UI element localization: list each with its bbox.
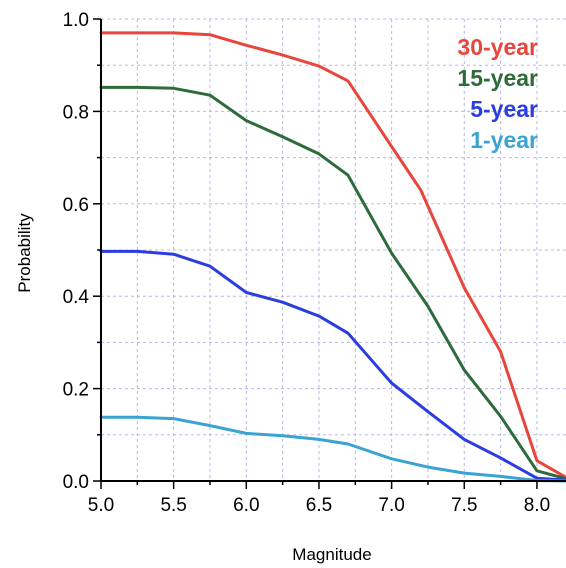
x-tick-label: 8.0 xyxy=(524,495,550,516)
x-tick-labels: 5.0 5.5 6.0 6.5 7.0 7.5 8.0 xyxy=(88,495,550,516)
y-tick-label: 0.4 xyxy=(63,287,90,308)
series-line-30-year xyxy=(99,31,566,479)
y-tick-labels: 0.0 0.2 0.4 0.6 0.8 1.0 xyxy=(63,10,90,493)
x-tick-label: 5.0 xyxy=(88,495,114,516)
legend-entry-1-year: 1-year xyxy=(470,127,538,153)
x-tick-label: 7.0 xyxy=(378,495,404,516)
x-tick-label: 7.5 xyxy=(451,495,477,516)
y-tick-label: 1.0 xyxy=(63,10,89,31)
series-line-15-year xyxy=(99,85,566,481)
y-tick-label: 0.6 xyxy=(63,195,89,216)
x-tick-label: 5.5 xyxy=(160,495,186,516)
series-line-1-year xyxy=(99,415,566,483)
x-axis-title: Magnitude xyxy=(292,545,371,564)
series-line-5-year xyxy=(99,249,566,482)
y-tick-label: 0.0 xyxy=(63,472,89,493)
y-tick-label: 0.8 xyxy=(63,102,89,123)
legend: 30-year 15-year 5-year 1-year xyxy=(457,34,538,153)
axes xyxy=(93,18,566,489)
legend-entry-5-year: 5-year xyxy=(470,96,538,122)
y-axis-title: Probability xyxy=(15,213,34,293)
y-tick-label: 0.2 xyxy=(63,380,89,401)
legend-entry-30-year: 30-year xyxy=(457,34,538,60)
legend-entry-15-year: 15-year xyxy=(457,65,538,91)
x-tick-label: 6.5 xyxy=(306,495,332,516)
series-lines xyxy=(99,31,566,483)
grid xyxy=(101,18,566,481)
x-tick-label: 6.0 xyxy=(233,495,259,516)
